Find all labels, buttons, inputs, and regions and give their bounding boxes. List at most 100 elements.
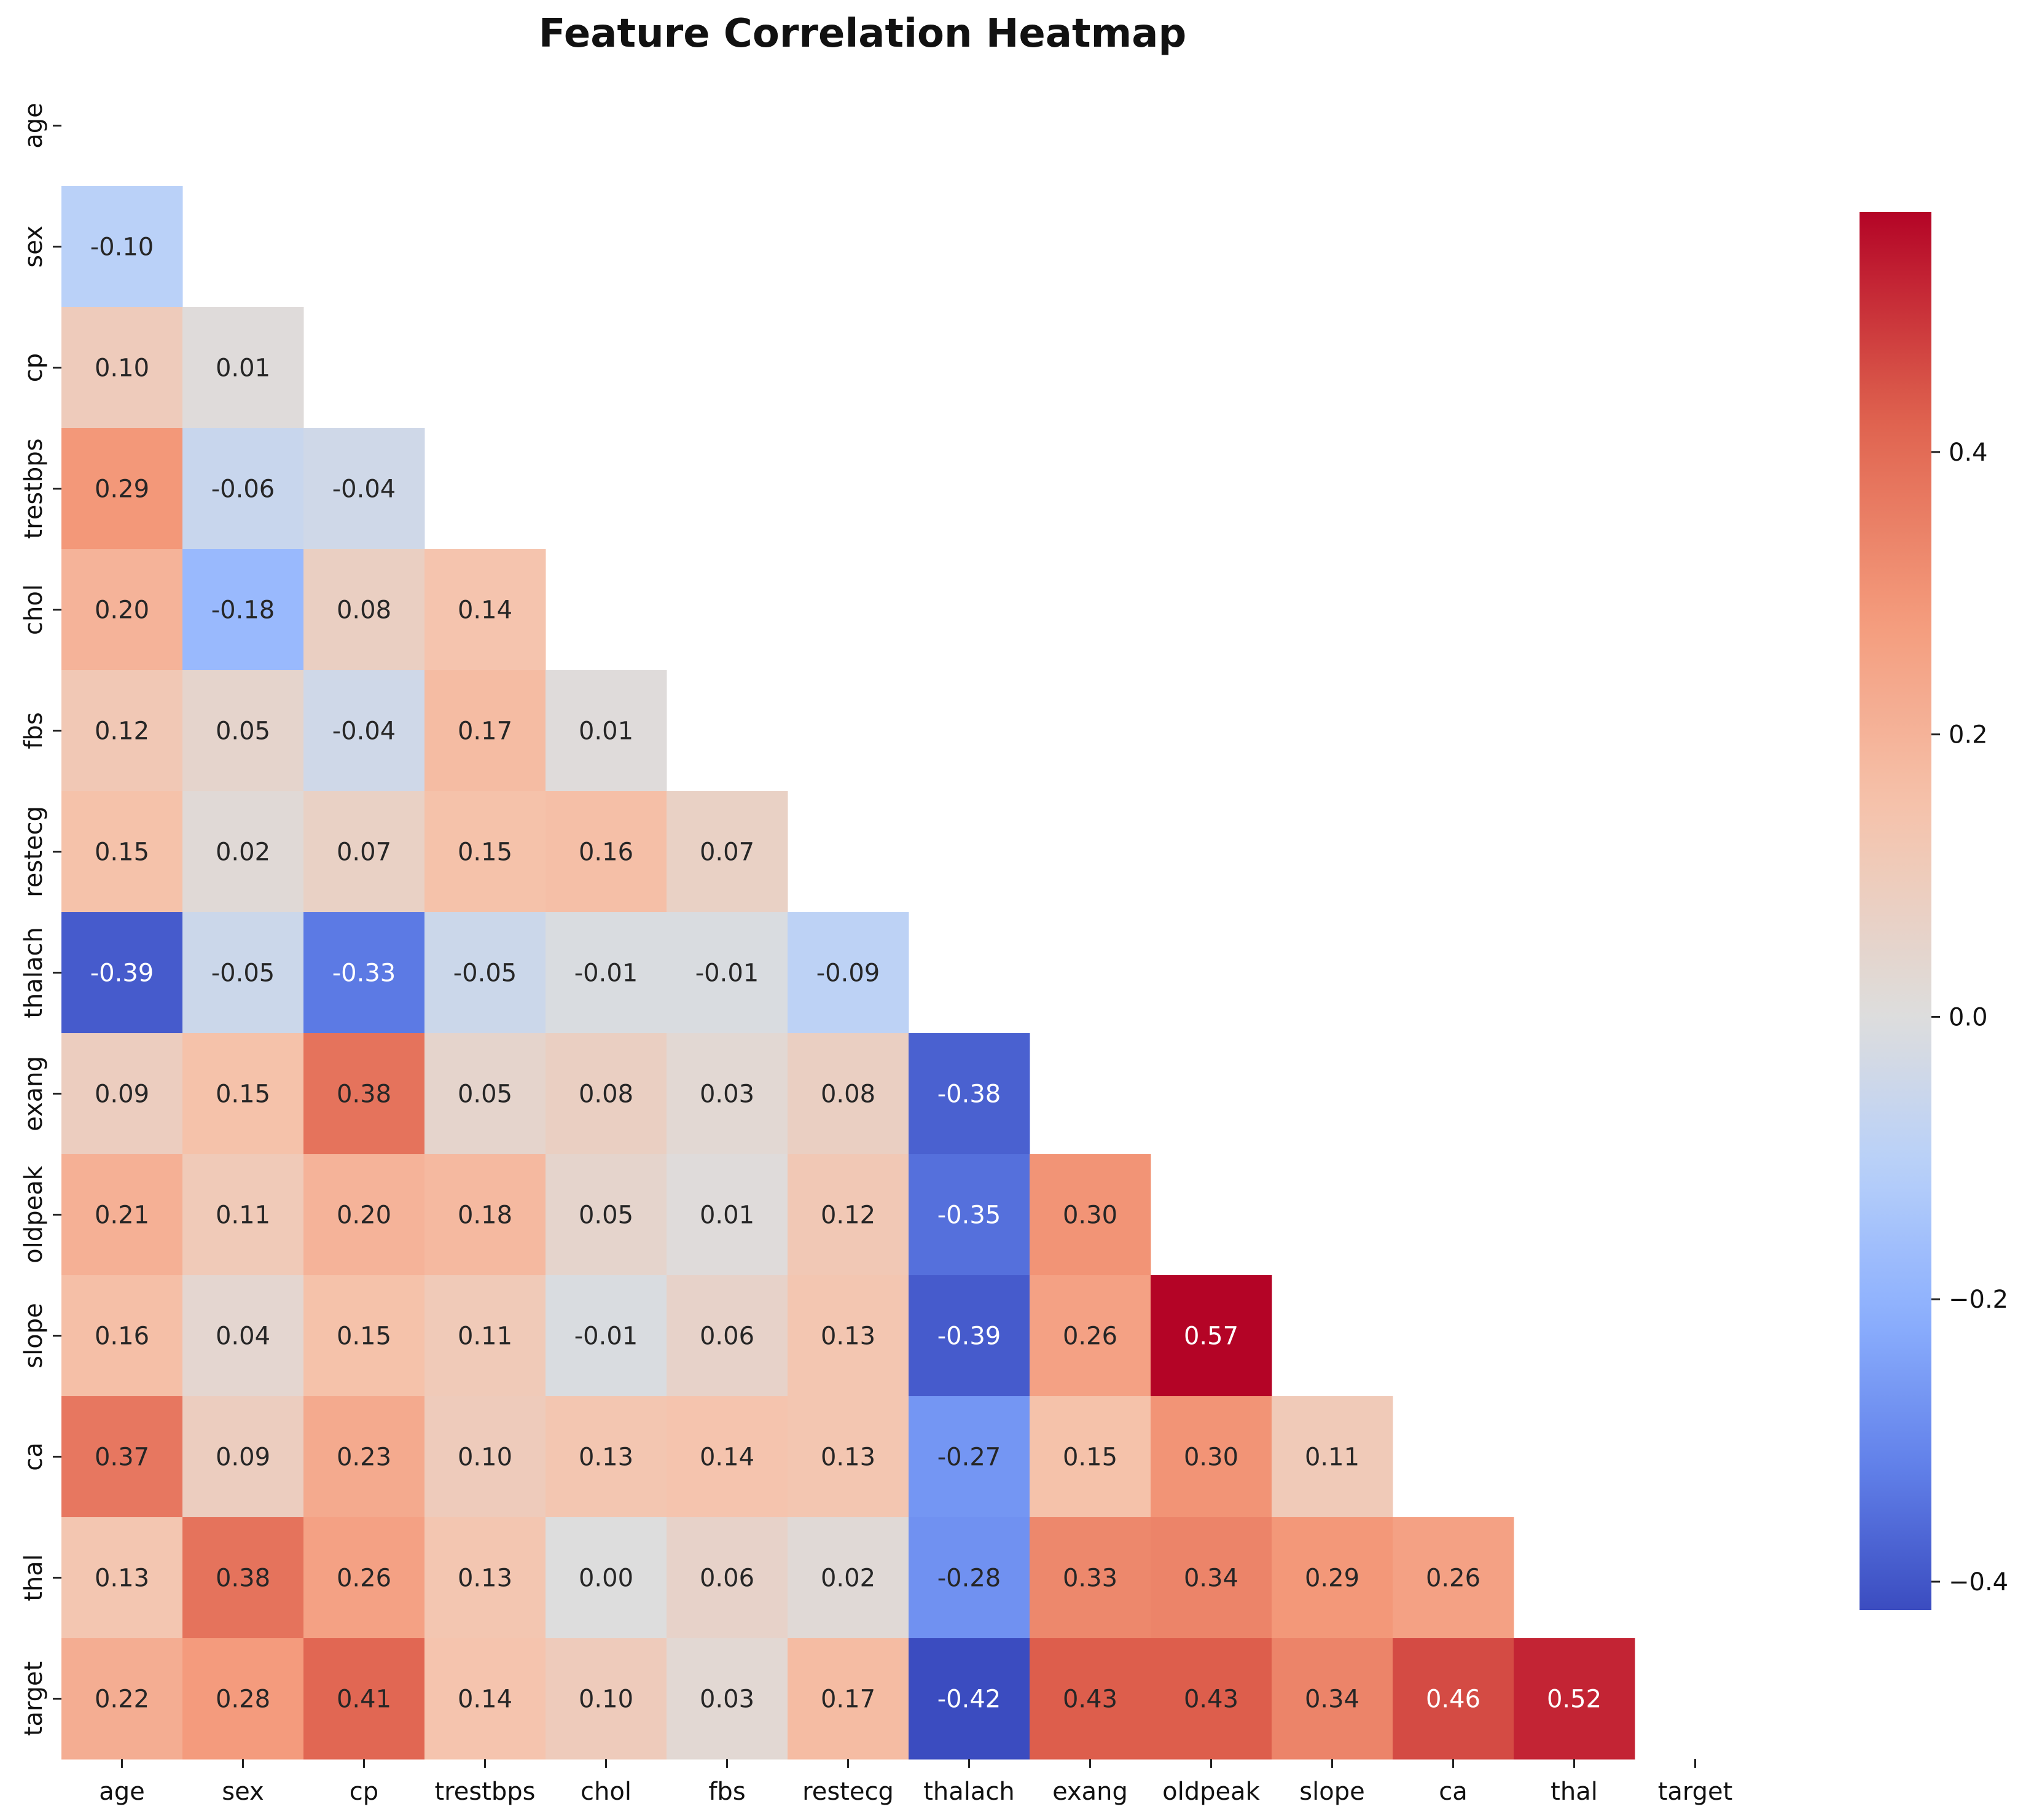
colorbar-tick-label: −0.4 <box>1949 1568 2008 1596</box>
heatmap-cell-thal-age <box>61 1517 183 1639</box>
cell-annotation: 0.26 <box>1426 1564 1480 1593</box>
heatmap-cell-slope-exang <box>1030 1275 1151 1397</box>
cell-annotation: 0.12 <box>821 1201 875 1230</box>
cell-annotation: 0.43 <box>1184 1685 1238 1714</box>
cell-annotation: -0.39 <box>90 959 154 988</box>
heatmap-cell-trestbps-cp <box>303 428 425 550</box>
heatmap-cell-target-chol <box>546 1638 667 1760</box>
heatmap-cell-slope-chol <box>546 1275 667 1397</box>
cell-annotation: 0.57 <box>1184 1322 1238 1351</box>
heatmap-cell-thal-trestbps <box>424 1517 546 1639</box>
heatmap-cell-chol-age <box>61 549 183 671</box>
cell-annotation: -0.04 <box>332 717 396 746</box>
cell-annotation: 0.13 <box>458 1564 512 1593</box>
x-tick-label-target: target <box>1658 1778 1733 1806</box>
cell-annotation: 0.21 <box>95 1201 149 1230</box>
cell-annotation: -0.33 <box>332 959 396 988</box>
heatmap-cell-ca-cp <box>303 1396 425 1518</box>
cell-annotation: 0.14 <box>458 1685 512 1714</box>
cell-annotation: 0.28 <box>216 1685 270 1714</box>
cell-annotation: 0.14 <box>700 1443 754 1472</box>
x-tick-label-fbs: fbs <box>708 1778 745 1806</box>
heatmap-cell-sex-age <box>61 186 183 308</box>
heatmap-cell-thalach-restecg <box>788 912 909 1034</box>
heatmap-cell-restecg-age <box>61 791 183 913</box>
cell-annotation: 0.17 <box>458 717 512 746</box>
y-tick-label-ca: ca <box>20 1442 48 1471</box>
cell-annotations: -0.10 0.10 0.01 0.29 -0.06 -0.04 0.20 -0.18 0.08… <box>90 233 1602 1714</box>
heatmap-cell-thalach-trestbps <box>424 912 546 1034</box>
heatmap-cell-target-slope <box>1272 1638 1393 1760</box>
y-tick-label-age: age <box>20 103 48 149</box>
heatmap-cell-thalach-fbs <box>667 912 788 1034</box>
cell-annotation: -0.35 <box>937 1201 1001 1230</box>
cell-annotation: -0.01 <box>574 959 638 988</box>
cell-annotation: 0.52 <box>1547 1685 1602 1714</box>
heatmap-cell-slope-restecg <box>788 1275 909 1397</box>
heatmap-cell-oldpeak-exang <box>1030 1154 1151 1276</box>
cell-annotation: 0.37 <box>95 1443 149 1472</box>
cell-annotation: -0.39 <box>937 1322 1001 1351</box>
heatmap-cell-exang-age <box>61 1033 183 1155</box>
y-tick-label-chol: chol <box>20 584 48 635</box>
heatmap-cell-thalach-sex <box>182 912 304 1034</box>
cell-annotation: 0.10 <box>95 354 149 383</box>
cell-annotation: 0.08 <box>579 1080 633 1109</box>
cell-annotation: 0.05 <box>579 1201 633 1230</box>
cell-annotation: 0.11 <box>458 1322 512 1351</box>
cell-annotation: 0.30 <box>1063 1201 1117 1230</box>
heatmap-cell-thal-slope <box>1272 1517 1393 1639</box>
cell-annotation: -0.10 <box>90 233 154 262</box>
colorbar-tick-label: −0.2 <box>1949 1286 2008 1314</box>
heatmap-cell-slope-oldpeak <box>1151 1275 1272 1397</box>
heatmap-cell-thal-oldpeak <box>1151 1517 1272 1639</box>
colorbar-tick-label: 0.0 <box>1949 1003 1988 1031</box>
heatmap-cell-thal-fbs <box>667 1517 788 1639</box>
x-tick-label-oldpeak: oldpeak <box>1162 1778 1260 1806</box>
cell-annotation: 0.13 <box>579 1443 633 1472</box>
cell-annotation: -0.28 <box>937 1564 1001 1593</box>
cell-annotation: -0.42 <box>937 1685 1001 1714</box>
heatmap-cell-ca-restecg <box>788 1396 909 1518</box>
y-tick-label-cp: cp <box>20 353 48 382</box>
cell-annotation: 0.15 <box>95 838 149 867</box>
cell-annotation: 0.34 <box>1305 1685 1359 1714</box>
cell-annotation: 0.30 <box>1184 1443 1238 1472</box>
heatmap-cell-fbs-sex <box>182 670 304 792</box>
heatmap-cell-exang-fbs <box>667 1033 788 1155</box>
cell-annotation: 0.41 <box>337 1685 391 1714</box>
cell-annotation: 0.17 <box>821 1685 875 1714</box>
heatmap-cell-oldpeak-age <box>61 1154 183 1276</box>
cell-annotation: 0.05 <box>458 1080 512 1109</box>
heatmap-cell-target-oldpeak <box>1151 1638 1272 1760</box>
cell-annotation: 0.03 <box>700 1685 754 1714</box>
cell-annotation: 0.20 <box>95 596 149 625</box>
heatmap-cell-restecg-trestbps <box>424 791 546 913</box>
heatmap-cell-chol-trestbps <box>424 549 546 671</box>
heatmap-cell-thalach-age <box>61 912 183 1034</box>
heatmap-cell-ca-oldpeak <box>1151 1396 1272 1518</box>
heatmap-cell-trestbps-sex <box>182 428 304 550</box>
heatmap-cell-target-fbs <box>667 1638 788 1760</box>
colorbar: −0.4 −0.2 0.0 0.2 0.4 <box>1860 212 2008 1610</box>
cell-annotation: -0.38 <box>937 1080 1001 1109</box>
cell-annotation: 0.29 <box>95 475 149 504</box>
cell-annotation: 0.01 <box>216 354 270 383</box>
cell-annotation: 0.13 <box>821 1322 875 1351</box>
cell-annotation: 0.11 <box>1305 1443 1359 1472</box>
heatmap-cell-ca-trestbps <box>424 1396 546 1518</box>
cell-annotation: 0.33 <box>1063 1564 1117 1593</box>
cell-annotation: -0.18 <box>211 596 275 625</box>
heatmap-cell-exang-trestbps <box>424 1033 546 1155</box>
cell-annotation: 0.01 <box>700 1201 754 1230</box>
x-tick-label-chol: chol <box>581 1778 632 1806</box>
cell-annotation: 0.16 <box>95 1322 149 1351</box>
heatmap-cell-ca-sex <box>182 1396 304 1518</box>
chart-title: Feature Correlation Heatmap <box>539 11 1187 57</box>
heatmap-cell-ca-slope <box>1272 1396 1393 1518</box>
heatmap-cell-exang-restecg <box>788 1033 909 1155</box>
heatmap-cell-thalach-chol <box>546 912 667 1034</box>
cell-annotation: 0.26 <box>1063 1322 1117 1351</box>
heatmap-cell-slope-cp <box>303 1275 425 1397</box>
heatmap-cell-slope-age <box>61 1275 183 1397</box>
